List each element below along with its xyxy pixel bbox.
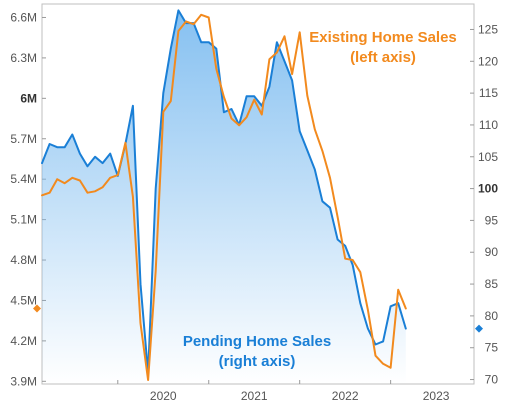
annotation-pending-axis: (right axis) bbox=[219, 353, 296, 370]
left-tick-label: 6M bbox=[20, 91, 37, 105]
annotation-pending-home-sales: Pending Home Sales (right axis) bbox=[183, 333, 331, 370]
pending-home-sales-area bbox=[42, 10, 406, 385]
existing-home-sales-line bbox=[41, 13, 407, 381]
right-tick-label: 110 bbox=[479, 118, 498, 132]
right-axis: 125 120 115 110 105 100 95 90 85 80 75 70 bbox=[470, 22, 499, 387]
left-tick-label: 4.8M bbox=[10, 253, 37, 267]
right-tick-label: 80 bbox=[485, 309, 499, 323]
left-axis: 6.6M 6.3M 6M 5.7M 5.4M 5.1M 4.8M 4.5M 4.2M 3.9M bbox=[10, 10, 46, 388]
left-tick-label: 5.1M bbox=[10, 213, 37, 227]
left-tick-label: 6.3M bbox=[10, 51, 37, 65]
right-tick-label: 120 bbox=[478, 54, 498, 68]
left-tick-label: 5.4M bbox=[10, 172, 37, 186]
right-tick-label: 115 bbox=[479, 86, 498, 100]
current-value-markers bbox=[33, 304, 483, 333]
right-tick-label: 85 bbox=[485, 277, 499, 291]
annotation-existing-axis: (left axis) bbox=[350, 49, 416, 66]
right-tick-label: 90 bbox=[485, 245, 499, 259]
x-tick-label: 2022 bbox=[332, 389, 359, 403]
right-tick-label: 105 bbox=[478, 150, 498, 164]
left-tick-label: 4.5M bbox=[10, 293, 37, 307]
right-tick-label: 100 bbox=[478, 182, 498, 196]
left-current-value-marker bbox=[33, 304, 41, 313]
x-tick-label: 2020 bbox=[150, 389, 177, 403]
annotation-existing-title: Existing Home Sales bbox=[309, 29, 457, 46]
right-tick-label: 95 bbox=[485, 213, 499, 227]
series-layer bbox=[41, 9, 407, 385]
left-tick-label: 5.7M bbox=[10, 132, 37, 146]
left-tick-label: 4.2M bbox=[10, 334, 37, 348]
x-tick-label: 2021 bbox=[241, 389, 268, 403]
left-tick-label: 3.9M bbox=[10, 374, 37, 388]
right-tick-label: 75 bbox=[485, 341, 499, 355]
x-axis: 2020 2021 2022 2023 bbox=[117, 380, 450, 403]
annotation-pending-title: Pending Home Sales bbox=[183, 333, 331, 350]
right-current-value-marker bbox=[475, 324, 483, 333]
x-tick-label: 2023 bbox=[423, 389, 450, 403]
left-tick-label: 6.6M bbox=[10, 10, 37, 24]
right-tick-label: 70 bbox=[485, 373, 499, 387]
annotation-existing-home-sales: Existing Home Sales (left axis) bbox=[309, 29, 457, 66]
right-tick-label: 125 bbox=[478, 22, 498, 36]
pending-home-sales-line bbox=[41, 9, 407, 375]
